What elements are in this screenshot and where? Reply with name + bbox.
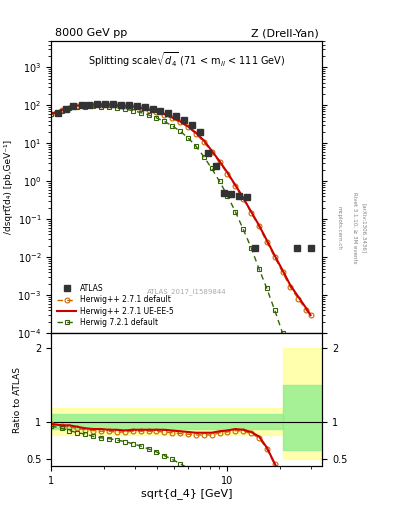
Y-axis label: dσ
/dsqrt(̅d₄) [pb,GeV⁻¹]: dσ /dsqrt(̅d₄) [pb,GeV⁻¹] [0, 140, 13, 234]
Y-axis label: Ratio to ATLAS: Ratio to ATLAS [13, 367, 22, 433]
X-axis label: sqrt{d_4} [GeV]: sqrt{d_4} [GeV] [141, 488, 232, 499]
Text: ATLAS_2017_I1589844: ATLAS_2017_I1589844 [147, 288, 226, 295]
Text: 8000 GeV pp: 8000 GeV pp [55, 28, 127, 38]
Text: Splitting scale$\sqrt{d_4}$ (71 < m$_{ll}$ < 111 GeV): Splitting scale$\sqrt{d_4}$ (71 < m$_{ll… [88, 50, 285, 69]
Legend: ATLAS, Herwig++ 2.7.1 default, Herwig++ 2.7.1 UE-EE-5, Herwig 7.2.1 default: ATLAS, Herwig++ 2.7.1 default, Herwig++ … [55, 282, 176, 329]
Text: Rivet 3.1.10, ≥ 3M events: Rivet 3.1.10, ≥ 3M events [352, 192, 357, 264]
Text: [arXiv:1306.3436]: [arXiv:1306.3436] [362, 203, 367, 253]
Text: mcplots.cern.ch: mcplots.cern.ch [336, 206, 341, 250]
Text: Z (Drell-Yan): Z (Drell-Yan) [251, 28, 318, 38]
